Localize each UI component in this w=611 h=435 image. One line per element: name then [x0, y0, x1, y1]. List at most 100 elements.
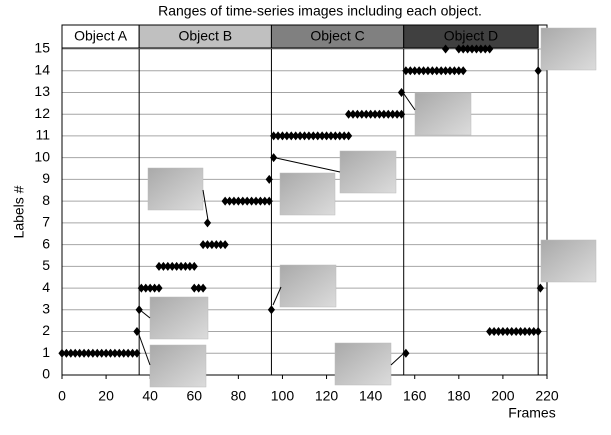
point [58, 348, 66, 358]
point [512, 327, 520, 337]
x-tick-label: 160 [403, 388, 427, 404]
region-label: Object B [178, 28, 232, 44]
point [353, 109, 362, 119]
point [164, 261, 172, 271]
y-tick-label: 13 [34, 83, 50, 99]
point [300, 131, 309, 141]
point [221, 240, 229, 250]
point [217, 240, 225, 250]
point [486, 44, 494, 54]
point [261, 196, 269, 206]
point [415, 66, 423, 76]
point [371, 109, 379, 119]
point [190, 283, 198, 293]
point [124, 348, 132, 358]
point [287, 131, 295, 141]
point [464, 44, 472, 54]
x-tick-label: 60 [186, 388, 202, 404]
point [208, 240, 216, 250]
x-tick-label: 20 [98, 388, 114, 404]
point [212, 240, 220, 250]
point [397, 87, 406, 97]
point [159, 261, 168, 271]
point [252, 196, 260, 206]
point [89, 348, 97, 358]
point [419, 66, 428, 76]
point [267, 305, 276, 315]
point [278, 131, 287, 141]
point [331, 131, 339, 141]
point [534, 66, 542, 76]
point [468, 44, 476, 54]
point [142, 283, 150, 293]
point [135, 305, 143, 315]
point [243, 196, 251, 206]
point [384, 109, 392, 119]
point [344, 131, 353, 141]
point [195, 283, 203, 293]
y-tick-label: 4 [42, 279, 50, 295]
point [450, 66, 459, 76]
point [173, 261, 181, 271]
point [441, 44, 450, 54]
y-tick-label: 14 [34, 61, 50, 77]
thumbnail [149, 344, 207, 388]
thumbnail [279, 264, 337, 308]
point [221, 196, 229, 206]
y-tick-label: 5 [42, 257, 50, 273]
arrow [202, 189, 209, 221]
point [283, 131, 291, 141]
point [477, 44, 485, 54]
point [536, 283, 544, 293]
point [472, 44, 481, 54]
point [490, 327, 498, 337]
point [270, 153, 278, 163]
x-tick-label: 180 [447, 388, 471, 404]
point [503, 327, 511, 337]
point [203, 218, 212, 228]
point [455, 66, 463, 76]
point [406, 66, 414, 76]
y-tick-label: 10 [34, 148, 50, 164]
point [120, 348, 128, 358]
point [115, 348, 123, 358]
x-tick-label: 220 [535, 388, 559, 404]
point [481, 44, 489, 54]
point [380, 109, 388, 119]
point [274, 131, 282, 141]
region-label: Object C [310, 28, 364, 44]
arrow [275, 157, 341, 173]
point [190, 261, 198, 271]
arrow [272, 286, 282, 306]
x-tick-label: 40 [142, 388, 158, 404]
point [80, 348, 88, 358]
point [84, 348, 93, 358]
y-tick-label: 3 [42, 301, 50, 317]
y-tick-label: 8 [42, 192, 50, 208]
point [106, 348, 115, 358]
point [98, 348, 106, 358]
y-tick-label: 15 [34, 40, 50, 56]
point [239, 196, 247, 206]
x-tick-label: 100 [271, 388, 295, 404]
point [318, 131, 326, 141]
y-tick-label: 9 [42, 170, 50, 186]
point [292, 131, 300, 141]
point [336, 131, 344, 141]
x-tick-label: 120 [315, 388, 339, 404]
point [499, 327, 507, 337]
point [459, 44, 467, 54]
point [265, 196, 273, 206]
point [327, 131, 335, 141]
point [133, 348, 141, 358]
point [155, 283, 163, 293]
thumbnail [279, 172, 336, 216]
point [155, 261, 163, 271]
point [296, 131, 304, 141]
y-tick-label: 11 [35, 127, 50, 143]
point [446, 66, 454, 76]
point [93, 348, 101, 358]
point [181, 261, 190, 271]
point [234, 196, 242, 206]
